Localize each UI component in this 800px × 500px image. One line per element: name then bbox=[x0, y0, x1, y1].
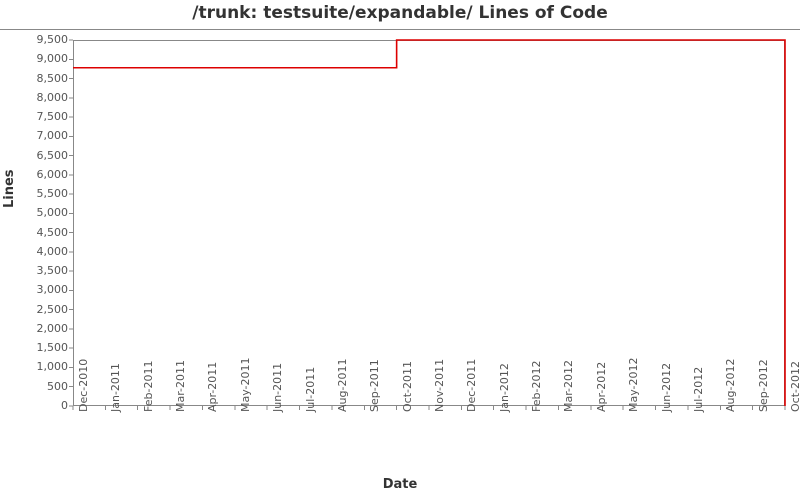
x-tick-label: Oct-2012 bbox=[789, 361, 800, 412]
x-tick-label: Dec-2011 bbox=[465, 358, 479, 412]
y-tick-label: 0 bbox=[61, 399, 68, 412]
x-axis-title: Date bbox=[382, 477, 418, 492]
x-tick-label: Jan-2012 bbox=[497, 363, 511, 412]
y-tick-label: 3,500 bbox=[36, 264, 69, 278]
x-tick-label: Feb-2011 bbox=[141, 360, 155, 412]
x-tick-label: Jul-2012 bbox=[691, 366, 705, 412]
x-tick-label: Mar-2011 bbox=[174, 359, 188, 412]
x-tick-label: Dec-2010 bbox=[77, 358, 90, 412]
y-tick-label: 9,000 bbox=[36, 52, 69, 66]
y-tick-label: 4,500 bbox=[36, 225, 69, 239]
y-tick-label: 2,500 bbox=[36, 302, 69, 316]
y-tick-label: 8,500 bbox=[36, 71, 69, 85]
y-tick-label: 500 bbox=[47, 379, 68, 393]
y-tick-label: 5,000 bbox=[36, 206, 69, 220]
y-axis-title: Lines bbox=[2, 169, 17, 208]
x-tick-label: May-2011 bbox=[238, 357, 252, 412]
y-tick-label: 4,000 bbox=[36, 244, 69, 258]
y-tick-label: 9,500 bbox=[36, 33, 69, 46]
y-tick-label: 8,000 bbox=[36, 90, 69, 104]
y-tick-label: 1,500 bbox=[36, 341, 69, 355]
y-tick-label: 6,500 bbox=[36, 148, 69, 162]
x-tick-label: Aug-2011 bbox=[335, 358, 349, 412]
x-tick-label: Apr-2012 bbox=[594, 361, 608, 412]
x-tick-label: Nov-2011 bbox=[433, 358, 446, 412]
y-tick-label: 5,500 bbox=[36, 187, 69, 201]
x-tick-label: Sep-2011 bbox=[368, 359, 382, 412]
x-tick-label: Oct-2011 bbox=[400, 361, 414, 412]
x-tick-label: May-2012 bbox=[627, 357, 641, 412]
x-tick-label: Jan-2011 bbox=[109, 363, 123, 412]
x-tick-label: Feb-2012 bbox=[530, 360, 544, 412]
x-tick-label: Jun-2011 bbox=[271, 362, 285, 412]
x-tick-label: Apr-2011 bbox=[206, 361, 220, 412]
title-divider bbox=[0, 29, 800, 30]
plot-area bbox=[73, 40, 785, 406]
y-tick-label: 1,000 bbox=[36, 360, 69, 374]
x-tick-label: Jul-2011 bbox=[303, 366, 317, 412]
x-tick-label: Jun-2012 bbox=[659, 362, 673, 412]
x-tick-label: Mar-2012 bbox=[562, 359, 576, 412]
x-tick-label: Aug-2012 bbox=[724, 358, 738, 412]
x-tick-label: Sep-2012 bbox=[756, 359, 770, 412]
y-tick-label: 2,000 bbox=[36, 321, 69, 335]
y-axis-tick-labels: 9,500 9,000 8,500 8,000 7,500 7,000 6,500 6,000… bbox=[0, 0, 69, 500]
y-tick-label: 7,000 bbox=[36, 129, 69, 143]
y-tick-label: 3,000 bbox=[36, 283, 69, 297]
y-tick-label: 7,500 bbox=[36, 110, 69, 124]
y-tick-label: 6,000 bbox=[36, 167, 69, 181]
chart-title: /trunk: testsuite/expandable/ Lines of C… bbox=[192, 3, 608, 23]
